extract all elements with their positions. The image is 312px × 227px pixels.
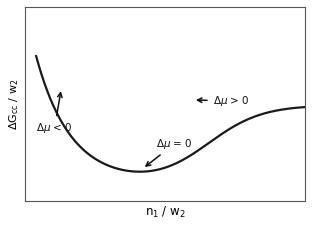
X-axis label: n$_1$ / w$_2$: n$_1$ / w$_2$ <box>144 205 185 220</box>
Text: $\Delta\mu$ = 0: $\Delta\mu$ = 0 <box>146 136 193 166</box>
Y-axis label: ΔG$_\mathrm{cc}$ / w$_2$: ΔG$_\mathrm{cc}$ / w$_2$ <box>7 78 21 130</box>
Text: $\Delta\mu$ < 0: $\Delta\mu$ < 0 <box>36 93 73 135</box>
Text: $\Delta\mu$ > 0: $\Delta\mu$ > 0 <box>197 94 250 108</box>
